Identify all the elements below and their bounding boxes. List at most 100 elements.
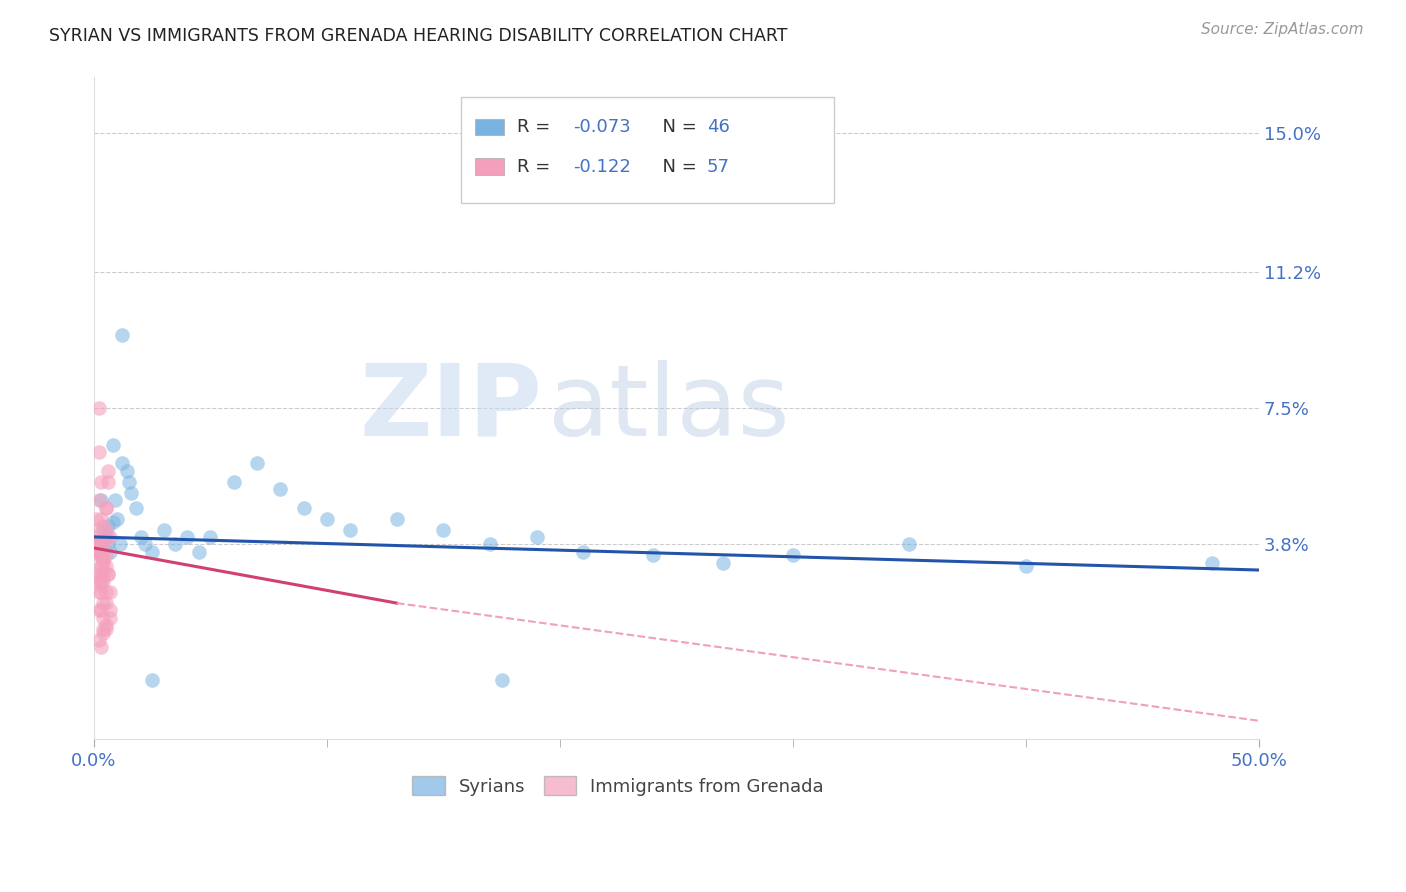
Point xyxy=(165,537,187,551)
Point xyxy=(91,574,114,588)
Point xyxy=(98,611,121,625)
Point xyxy=(87,566,110,581)
Point xyxy=(90,559,112,574)
Point xyxy=(1015,559,1038,574)
Point xyxy=(176,530,198,544)
Point xyxy=(90,493,112,508)
Point xyxy=(104,493,127,508)
Point xyxy=(120,485,142,500)
Point xyxy=(94,530,117,544)
Point xyxy=(94,559,117,574)
Point xyxy=(315,511,337,525)
Point xyxy=(222,475,245,489)
Point xyxy=(91,537,114,551)
Point xyxy=(111,327,134,342)
Point xyxy=(97,464,120,478)
Point xyxy=(90,574,112,588)
Point xyxy=(87,445,110,459)
Point xyxy=(97,566,120,581)
Point xyxy=(91,566,114,581)
Text: 57: 57 xyxy=(707,158,730,176)
Point xyxy=(90,603,112,617)
Point xyxy=(94,618,117,632)
Point xyxy=(200,530,222,544)
Point xyxy=(108,537,131,551)
Point xyxy=(339,523,361,537)
Point xyxy=(1201,556,1223,570)
Point xyxy=(115,464,138,478)
Point xyxy=(87,574,110,588)
Point xyxy=(87,493,110,508)
Point xyxy=(141,544,163,558)
Point xyxy=(87,401,110,416)
Point xyxy=(87,603,110,617)
Point xyxy=(84,530,107,544)
Point xyxy=(246,457,269,471)
Point xyxy=(94,585,117,599)
Point xyxy=(782,549,804,563)
Point xyxy=(94,500,117,515)
Point xyxy=(91,622,114,636)
Point xyxy=(118,475,141,489)
Point xyxy=(898,537,921,551)
Point xyxy=(97,530,120,544)
Point xyxy=(491,673,513,688)
Point xyxy=(91,549,114,563)
Point xyxy=(385,511,408,525)
Point xyxy=(90,559,112,574)
Point xyxy=(101,515,124,529)
Point xyxy=(91,552,114,566)
Point xyxy=(87,549,110,563)
Point xyxy=(572,544,595,558)
Point xyxy=(87,632,110,647)
Point xyxy=(101,438,124,452)
Text: N =: N = xyxy=(651,158,702,176)
Point xyxy=(91,596,114,610)
Point xyxy=(98,603,121,617)
Point xyxy=(98,530,121,544)
Point xyxy=(478,537,501,551)
Point xyxy=(90,640,112,655)
FancyBboxPatch shape xyxy=(461,97,834,203)
Point xyxy=(90,566,112,581)
Point xyxy=(94,549,117,563)
FancyBboxPatch shape xyxy=(475,119,503,136)
Point xyxy=(90,549,112,563)
Point xyxy=(87,544,110,558)
Point xyxy=(97,519,120,533)
Text: SYRIAN VS IMMIGRANTS FROM GRENADA HEARING DISABILITY CORRELATION CHART: SYRIAN VS IMMIGRANTS FROM GRENADA HEARIN… xyxy=(49,27,787,45)
Point xyxy=(84,511,107,525)
Text: -0.073: -0.073 xyxy=(572,118,630,136)
Point xyxy=(711,556,734,570)
Point xyxy=(90,578,112,592)
Point xyxy=(94,500,117,515)
Point xyxy=(187,544,209,558)
Point xyxy=(134,537,156,551)
Point xyxy=(87,537,110,551)
Text: N =: N = xyxy=(651,118,702,136)
Point xyxy=(105,511,128,525)
Text: ZIP: ZIP xyxy=(360,359,543,457)
Point xyxy=(90,537,112,551)
Point xyxy=(90,475,112,489)
Point xyxy=(90,585,112,599)
Point xyxy=(91,556,114,570)
Point xyxy=(94,622,117,636)
Point xyxy=(87,537,110,551)
Point xyxy=(98,585,121,599)
Text: R =: R = xyxy=(517,158,555,176)
Text: 46: 46 xyxy=(707,118,730,136)
Text: -0.122: -0.122 xyxy=(572,158,630,176)
Point xyxy=(98,544,121,558)
Point xyxy=(87,585,110,599)
Point xyxy=(97,475,120,489)
Point xyxy=(129,530,152,544)
Point xyxy=(90,549,112,563)
Point xyxy=(153,523,176,537)
Point xyxy=(269,482,291,496)
Point xyxy=(125,500,148,515)
Point xyxy=(97,566,120,581)
Point xyxy=(94,596,117,610)
Point xyxy=(111,457,134,471)
Point xyxy=(91,625,114,640)
